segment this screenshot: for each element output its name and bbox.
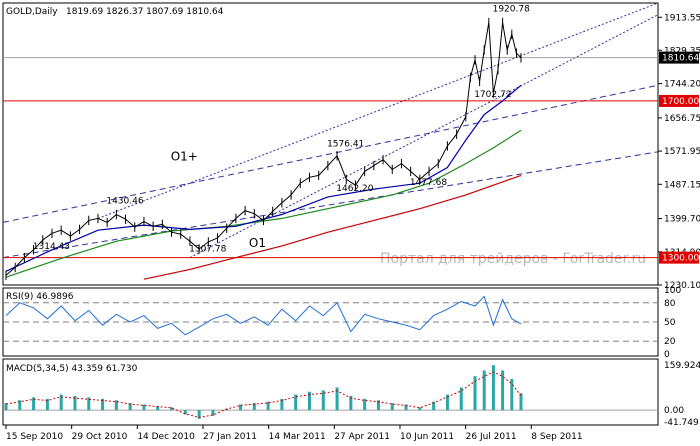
y-tick-label: 1487.15: [664, 180, 700, 190]
current-price-box: [659, 51, 699, 64]
price-guides: [2, 2, 659, 259]
rsi-tick-label: 100: [664, 286, 681, 296]
annotation-label: 1314.43: [33, 242, 70, 252]
ma-blue-line: [5, 84, 522, 272]
macd-tick-label: 0.00: [664, 406, 684, 416]
current-price-label: 1810.64: [662, 54, 699, 64]
ma-green-line: [5, 129, 522, 278]
y-tick-label: 1744.20: [664, 80, 700, 90]
ma-red-line: [143, 174, 522, 280]
y-tick-label: 1913.55: [664, 13, 700, 23]
level-box-1: [659, 251, 699, 264]
x-tick-label: 29 Oct 2010: [72, 432, 128, 442]
rsi-tick-label: 80: [664, 299, 676, 309]
price-axis: 1913.55 1829.35 1744.20 1656.75 1571.95 1487.…: [658, 13, 700, 291]
level-label-1: 1300.00: [662, 254, 699, 264]
x-tick-label: 14 Dec 2010: [137, 432, 195, 442]
annotation-label: 1477.68: [410, 178, 447, 188]
channel-upper-dashed: [2, 84, 659, 223]
macd-title: MACD(5,34,5) 43.359 61.730: [6, 364, 138, 374]
chart-symbol: GOLD,Daily: [6, 7, 58, 17]
macd-tick-label: 159.924: [664, 361, 700, 371]
price-panel: [2, 2, 659, 286]
x-tick-label: 15 Sep 2010: [6, 432, 63, 442]
rsi-line: [5, 295, 522, 336]
y-tick-label: 1230.10: [664, 281, 700, 291]
macd-group: 159.924 0.00 -41.749: [3, 361, 700, 428]
macd-panel: [2, 358, 659, 426]
annotation-label: 1920.78: [493, 4, 530, 14]
annotation-label: 1702.72: [474, 90, 511, 100]
rsi-tick-label: 0: [664, 350, 670, 360]
annotation-label: O1: [249, 236, 266, 250]
x-tick-label: 14 Mar 2011: [269, 432, 326, 442]
rsi-group: 100 80 50 20 0: [3, 286, 681, 360]
annotation-label: 1307.78: [189, 245, 226, 255]
chart-ohlc: 1819.69 1826.37 1807.69 1810.64: [66, 7, 224, 17]
annotation-label: 1576.41: [327, 139, 364, 149]
x-tick-label: 26 Jul 2011: [466, 432, 517, 442]
y-tick-label: 1571.95: [664, 147, 700, 157]
y-tick-label: 1399.70: [664, 215, 700, 225]
level-label-0: 1700.00: [662, 97, 699, 107]
macd-tick-label: -41.749: [664, 418, 699, 428]
price-annotations: 1920.78 1702.72 1576.41 1462.20 1477.68 1430.…: [33, 4, 530, 254]
watermark: Портал для трейдеров - ForTrader.ru: [380, 251, 646, 267]
annotation-label: O1+: [171, 150, 198, 164]
rsi-tick-label: 20: [664, 337, 676, 347]
annotation-label: 1430.46: [106, 197, 143, 207]
rsi-panel: [2, 287, 659, 357]
x-tick-label: 27 Apr 2011: [334, 432, 390, 442]
y-tick-label: 1656.75: [664, 114, 700, 124]
x-axis: 15 Sep 2010 29 Oct 2010 14 Dec 2010 27 Jan …: [5, 425, 583, 442]
x-tick-label: 27 Jan 2011: [203, 432, 257, 442]
rsi-tick-label: 50: [664, 318, 676, 328]
trend-dotted-high: [97, 2, 659, 219]
x-tick-label: 8 Sep 2011: [531, 432, 582, 442]
annotation-label: 1462.20: [336, 184, 373, 194]
channel-lower-dashed: [2, 151, 659, 259]
price-series: [5, 17, 522, 280]
level-box-0: [659, 94, 699, 107]
rsi-title: RSI(9) 46.9896: [6, 292, 74, 302]
y-tick-label: 1829.35: [664, 46, 700, 56]
x-tick-label: 10 Jun 2011: [400, 432, 454, 442]
